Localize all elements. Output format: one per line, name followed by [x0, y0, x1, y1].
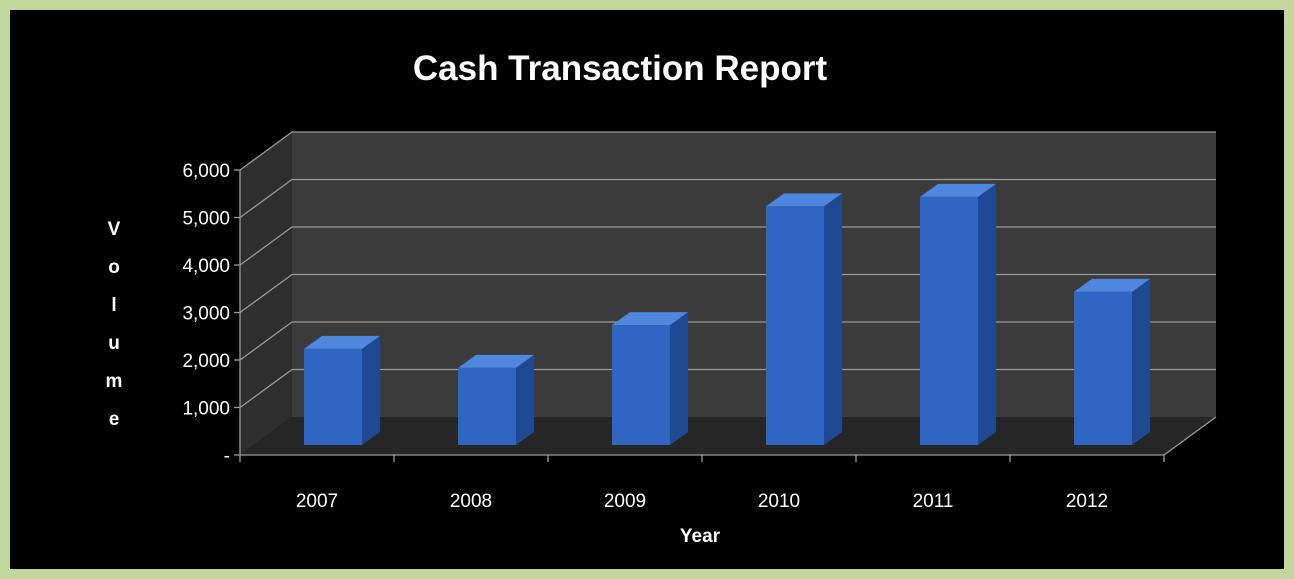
bar-front — [920, 196, 978, 445]
y-axis-title-letter: m — [106, 371, 123, 392]
y-tick-label: 1,000 — [182, 399, 230, 420]
bar-2010 — [766, 193, 842, 445]
y-tick-label: 5,000 — [182, 209, 230, 230]
bar-front — [304, 348, 362, 445]
bar-top — [458, 354, 534, 368]
bar-2012 — [1074, 278, 1150, 445]
gridline — [239, 321, 1216, 361]
chart-walls — [240, 132, 1216, 455]
bar-side — [670, 312, 688, 445]
bar-top — [1074, 278, 1150, 292]
y-axis-title-letter: u — [108, 333, 120, 354]
gridline — [239, 368, 1216, 409]
bar-2008 — [458, 354, 534, 445]
y-tick-label: 6,000 — [182, 161, 230, 182]
x-axis-title: Year — [680, 526, 721, 547]
bar-chart-3d: - 1,000 2,000 3,000 4,000 5,000 6,000 2007 2008… — [106, 49, 1217, 547]
bar-top — [766, 193, 842, 207]
y-tick-label: 3,000 — [182, 304, 230, 325]
chart-area: - 1,000 2,000 3,000 4,000 5,000 6,000 2007 2008… — [10, 10, 1284, 569]
bar-side — [978, 183, 996, 445]
y-axis-title-letter: V — [108, 219, 121, 240]
bar-top — [920, 183, 996, 197]
bar-front — [612, 325, 670, 445]
gridline — [239, 178, 1216, 219]
y-tick-label: 4,000 — [182, 256, 230, 277]
x-tick-label: 2009 — [604, 491, 646, 512]
x-tick-labels: 2007 2008 2009 2010 2011 2012 — [296, 491, 1108, 512]
bar-2007 — [304, 335, 380, 445]
bar-side — [1132, 278, 1150, 445]
bar-front — [1074, 291, 1132, 445]
bar-front — [458, 367, 516, 445]
bar-side — [516, 354, 534, 445]
floor-edge — [1163, 416, 1217, 456]
x-tick-label: 2007 — [296, 491, 338, 512]
axes — [234, 169, 1217, 462]
x-tick-label: 2012 — [1066, 491, 1108, 512]
x-tick-label: 2011 — [913, 491, 954, 512]
bars — [304, 183, 1150, 445]
bar-2011 — [920, 183, 996, 445]
y-tick-label: - — [224, 446, 230, 467]
y-tick-label: 2,000 — [182, 351, 230, 372]
bar-front — [766, 206, 824, 445]
floor — [240, 417, 1216, 455]
bar-top — [612, 312, 688, 326]
gridline — [239, 131, 1216, 171]
bar-side — [824, 193, 842, 445]
bar-top — [304, 335, 380, 349]
bar-side — [362, 335, 380, 445]
y-axis-title-letter: o — [108, 257, 120, 278]
y-tick-labels: - 1,000 2,000 3,000 4,000 5,000 6,000 — [182, 161, 230, 467]
gridlines — [239, 131, 1216, 409]
x-tick-label: 2008 — [450, 491, 492, 512]
y-axis-title-letter: e — [109, 409, 120, 430]
bar-2009 — [612, 312, 688, 445]
gridline — [239, 273, 1216, 314]
x-tick-label: 2010 — [758, 491, 800, 512]
gridline — [239, 226, 1216, 266]
chart-title: Cash Transaction Report — [413, 49, 828, 88]
y-axis-title-letter: l — [111, 295, 116, 316]
